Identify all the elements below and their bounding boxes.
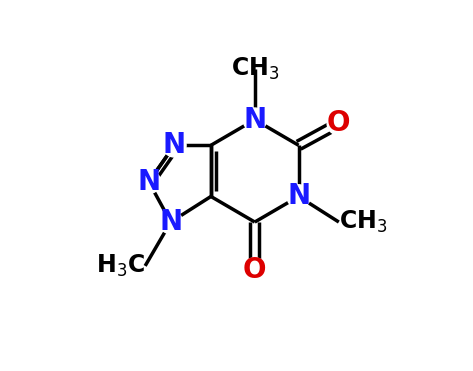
Circle shape xyxy=(137,170,160,194)
Text: N: N xyxy=(163,131,186,159)
Circle shape xyxy=(327,112,350,135)
Text: CH$_3$: CH$_3$ xyxy=(339,209,387,235)
Text: H$_3$C: H$_3$C xyxy=(96,253,145,279)
Circle shape xyxy=(159,210,183,234)
Text: CH$_3$: CH$_3$ xyxy=(230,55,279,82)
Text: N: N xyxy=(287,183,310,210)
Text: N: N xyxy=(159,208,182,236)
Circle shape xyxy=(243,258,266,281)
Circle shape xyxy=(243,108,266,131)
Circle shape xyxy=(163,134,186,157)
Circle shape xyxy=(287,185,310,208)
Text: O: O xyxy=(243,256,266,283)
Text: N: N xyxy=(243,106,266,134)
Text: N: N xyxy=(137,168,160,196)
Text: O: O xyxy=(327,109,350,137)
